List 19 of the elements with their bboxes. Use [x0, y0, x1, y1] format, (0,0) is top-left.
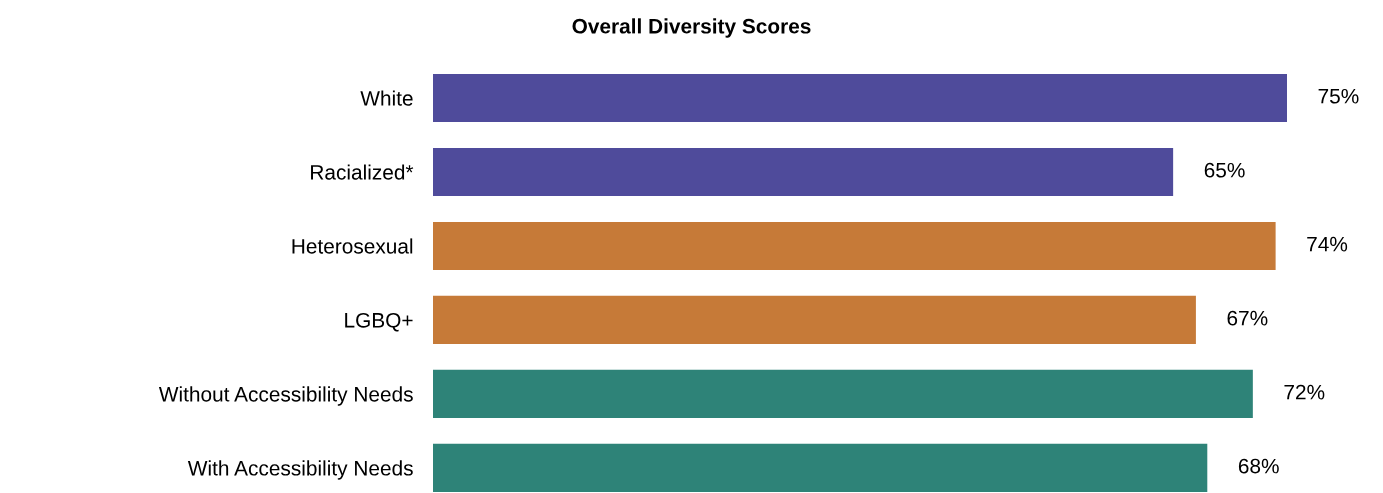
data-label: 75%	[1318, 88, 1359, 104]
bar	[433, 73, 1287, 123]
y-tick-label: Heterosexual	[292, 238, 413, 254]
bar	[433, 295, 1196, 344]
bar	[433, 443, 1208, 492]
bar	[433, 147, 1174, 196]
data-label: 74%	[1307, 236, 1348, 252]
y-tick-label: With Accessibility Needs	[187, 460, 413, 480]
bar	[433, 221, 1276, 270]
y-tick-label: Racialized*	[311, 164, 414, 180]
data-label: 72%	[1284, 384, 1325, 400]
y-tick-label: LGBQ+	[345, 312, 413, 332]
data-label: 67%	[1227, 310, 1268, 326]
bar	[433, 369, 1253, 418]
data-label: 65%	[1204, 162, 1245, 178]
data-label: 68%	[1238, 458, 1279, 474]
y-tick-label: Without Accessibility Needs	[158, 386, 413, 406]
y-tick-label: White	[360, 90, 413, 106]
chart-title: Overall Diversity Scores	[572, 18, 811, 38]
